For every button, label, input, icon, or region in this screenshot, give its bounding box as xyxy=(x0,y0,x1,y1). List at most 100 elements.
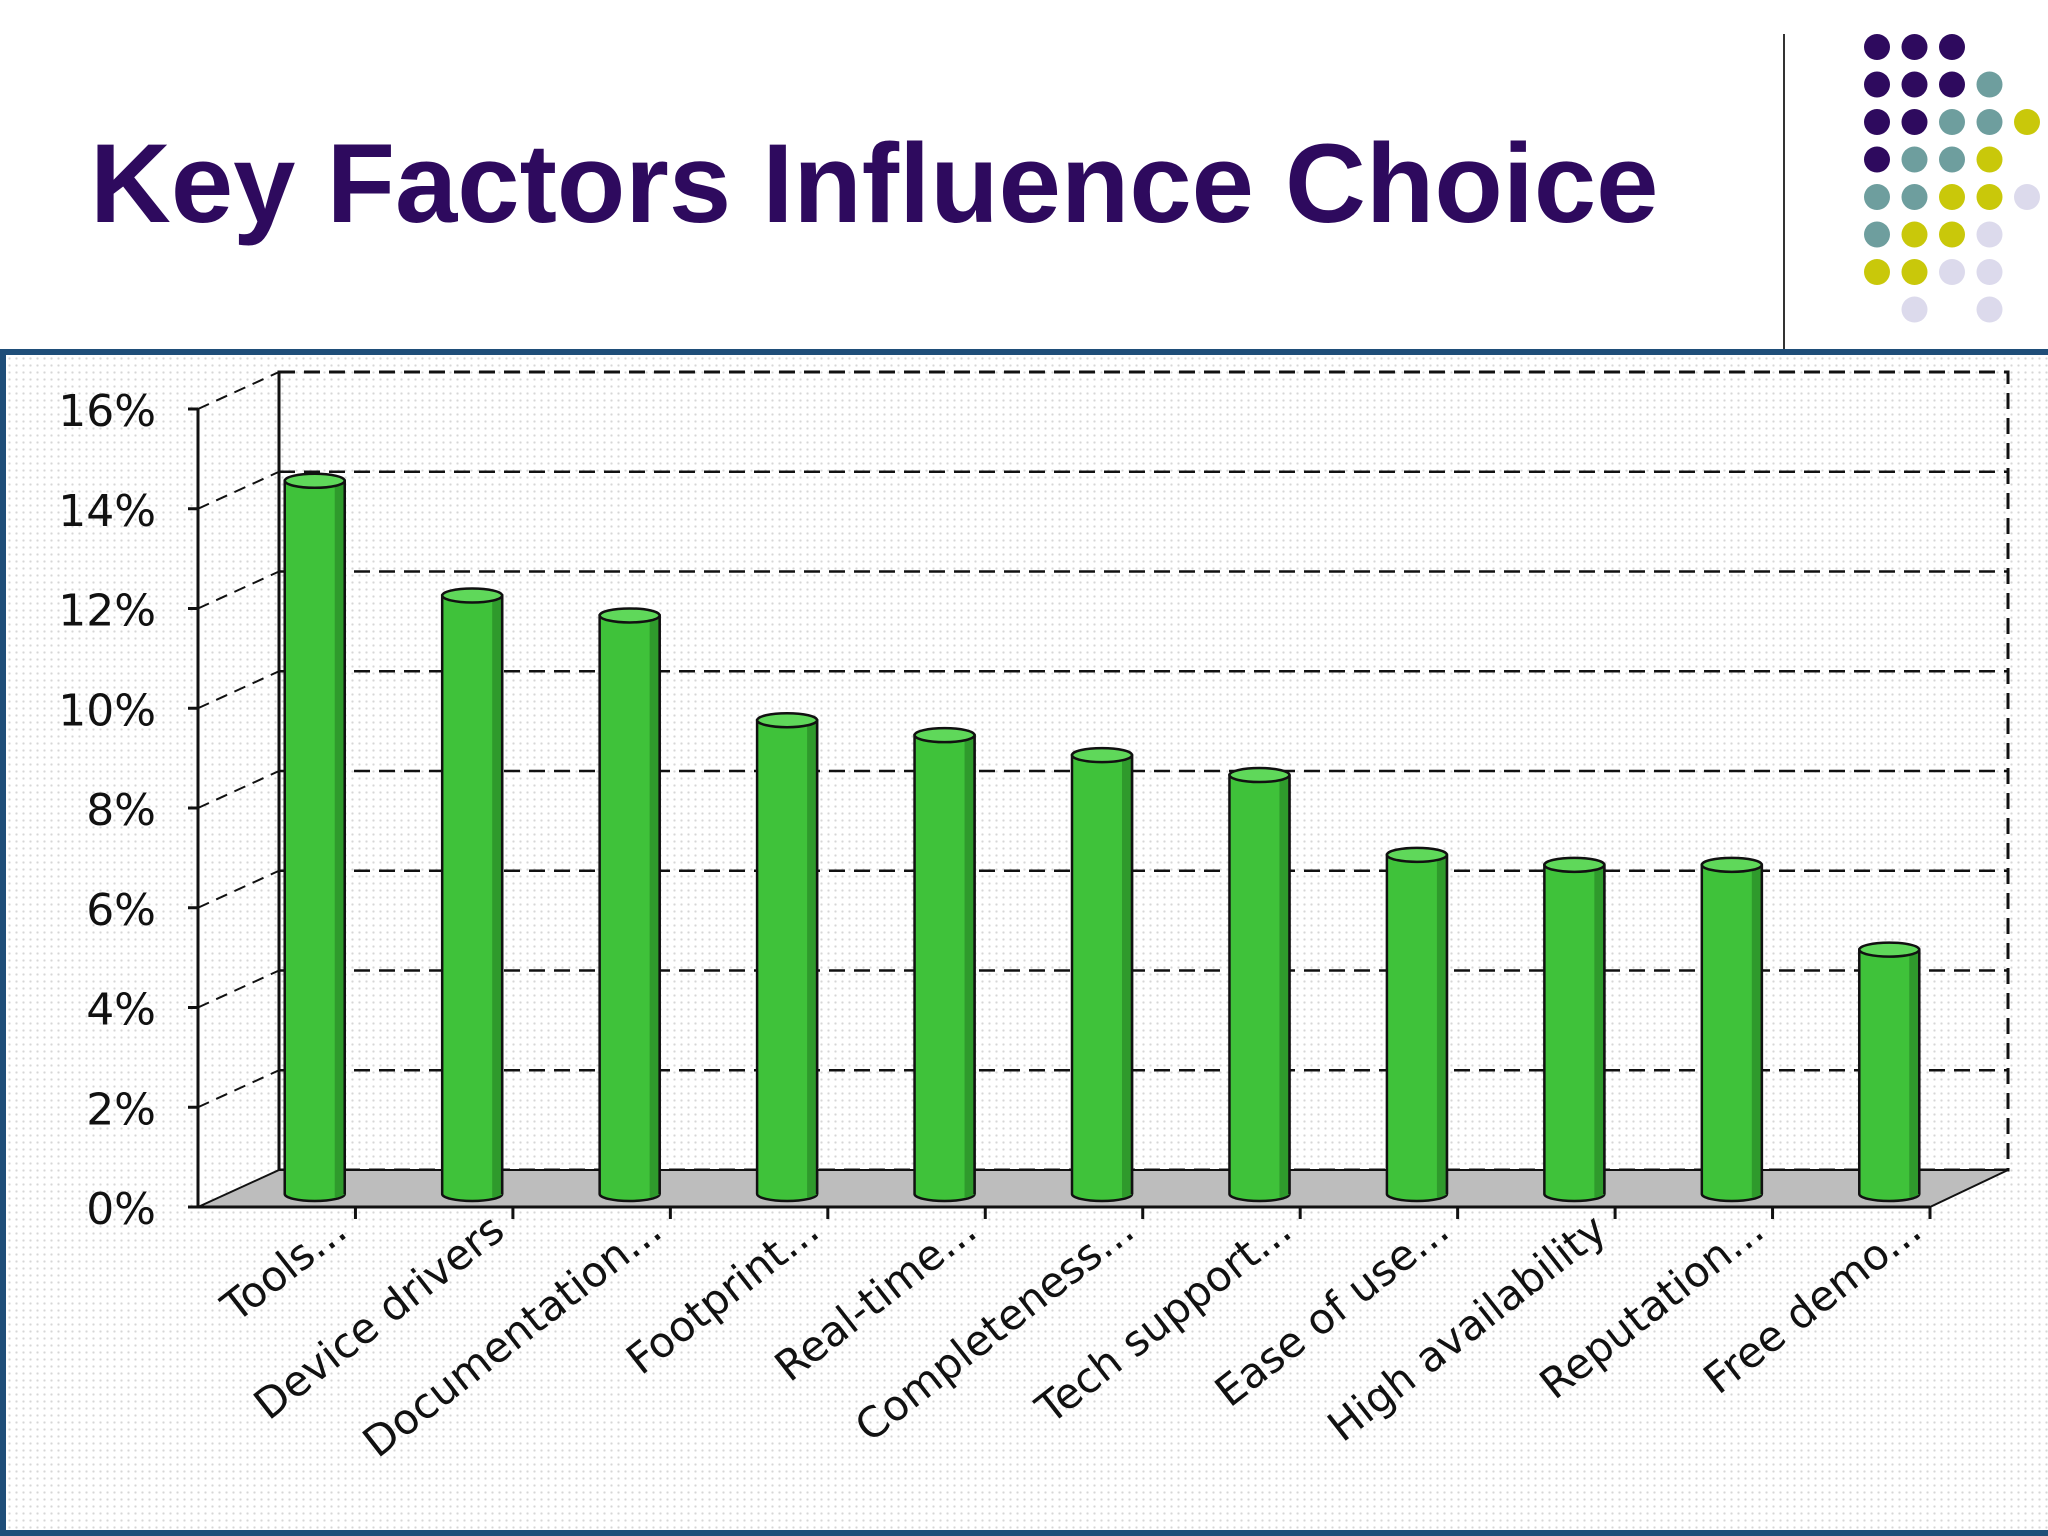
chart-frame: 0% 2% 4% 6% 8% 10% 12% 14% 16% Tools... Device dri… xyxy=(0,349,2048,1536)
y-tick-label: 8% xyxy=(86,785,156,836)
decorative-dot xyxy=(1939,71,1965,98)
bar xyxy=(283,472,346,1203)
bar-top xyxy=(1070,746,1134,764)
bar-body xyxy=(1070,753,1134,1203)
decorative-dot xyxy=(1901,221,1928,248)
decorative-dot xyxy=(1939,146,1965,173)
decorative-dot xyxy=(1976,259,2003,285)
bar-shade xyxy=(1436,854,1447,1198)
decorative-dot xyxy=(1939,259,1965,285)
decorative-dot xyxy=(1976,184,2003,210)
bar-top xyxy=(1385,846,1449,864)
bar-shade xyxy=(492,595,503,1198)
decorative-dot xyxy=(2014,184,2040,210)
bar-body xyxy=(598,614,661,1203)
decorative-dot xyxy=(1864,34,1890,60)
decorative-dot xyxy=(1939,184,1965,210)
bar-top xyxy=(755,711,819,729)
decorative-dot xyxy=(1864,259,1890,285)
y-tick-label: 14% xyxy=(58,486,156,537)
bar-body xyxy=(1700,863,1764,1203)
bar xyxy=(440,587,504,1203)
gridline-side xyxy=(197,371,280,410)
bar-shade xyxy=(1594,864,1605,1198)
decorative-dot xyxy=(1901,259,1928,285)
title-divider xyxy=(1783,34,1785,350)
decorative-dot xyxy=(1901,34,1928,60)
decorative-dot xyxy=(1976,71,2003,98)
bar-top xyxy=(440,587,504,604)
y-tick-label: 4% xyxy=(86,985,156,1036)
bar-body xyxy=(1228,773,1291,1203)
gridline-side xyxy=(197,1069,280,1109)
gridline-side xyxy=(197,670,280,710)
x-tick-label: High availability xyxy=(1319,1204,1616,1451)
bar xyxy=(1700,856,1764,1203)
bar-body xyxy=(283,479,346,1203)
decorative-dot xyxy=(1864,71,1890,98)
bar-shade xyxy=(1122,755,1132,1198)
bar-top xyxy=(1700,856,1764,874)
bar-top xyxy=(598,607,661,624)
gridline-side xyxy=(197,869,280,909)
gridline-side xyxy=(197,770,280,809)
decorative-dot xyxy=(1976,146,2003,173)
bar-top xyxy=(1543,856,1606,874)
x-labels-group: Tools...Device driversDocumentation...Fo… xyxy=(212,1204,1932,1467)
decorative-dot xyxy=(2014,109,2040,135)
y-tick-label: 6% xyxy=(86,885,156,936)
bar-body xyxy=(1543,863,1606,1203)
bar-shade xyxy=(334,480,345,1199)
decorative-dot xyxy=(1901,146,1928,173)
bar-top xyxy=(913,726,976,744)
decorative-dot xyxy=(1976,296,2003,323)
decorative-dot xyxy=(1864,221,1890,248)
bar xyxy=(1228,766,1291,1203)
bars-group xyxy=(283,472,1921,1203)
decorative-dot xyxy=(1939,34,1965,60)
bar-body xyxy=(1858,948,1921,1203)
decorative-dot xyxy=(1976,109,2003,135)
bar-body xyxy=(1385,853,1449,1203)
bar-body xyxy=(755,718,819,1203)
bar-top xyxy=(1228,766,1291,784)
bar xyxy=(598,607,661,1203)
bar-shade xyxy=(1751,864,1762,1198)
x-tick-label: Documentation... xyxy=(354,1204,671,1467)
bar xyxy=(1385,846,1449,1203)
decorative-dot xyxy=(1864,109,1890,135)
bar-shade xyxy=(1279,775,1290,1198)
x-tick-label: Completeness... xyxy=(846,1204,1143,1451)
decorative-dot xyxy=(1939,221,1965,248)
decorative-dot xyxy=(1976,221,2003,248)
y-tick-label: 12% xyxy=(58,586,156,637)
decorative-dot xyxy=(1901,184,1928,210)
gridline-side xyxy=(197,470,280,510)
decorative-dot xyxy=(1901,109,1928,135)
bar-body xyxy=(440,594,504,1203)
gridline-side xyxy=(197,570,280,610)
decorative-dot xyxy=(1901,71,1928,98)
decorative-dot-grid xyxy=(1864,34,2040,323)
bar-top xyxy=(1858,941,1921,958)
bar xyxy=(1070,746,1134,1203)
x-tick-label: Tools... xyxy=(212,1204,356,1332)
bar-shade xyxy=(1909,949,1920,1198)
bar-chart: 0% 2% 4% 6% 8% 10% 12% 14% 16% Tools...Device dri… xyxy=(58,370,2010,1467)
bar-top xyxy=(283,472,346,490)
decorative-dot xyxy=(1901,296,1928,323)
slide-title: Key Factors Influence Choice xyxy=(90,121,1659,246)
decorative-dot xyxy=(1864,184,1890,210)
bar xyxy=(913,726,976,1203)
bar xyxy=(1543,856,1606,1203)
y-tick-label: 2% xyxy=(86,1084,156,1135)
bar xyxy=(1858,941,1921,1203)
gridline-side xyxy=(197,969,280,1009)
y-tick-label: 10% xyxy=(58,685,156,736)
y-tick-label: 16% xyxy=(58,386,156,437)
bar-shade xyxy=(649,615,660,1198)
decorative-dot xyxy=(1939,109,1965,135)
bar-shade xyxy=(964,735,975,1198)
bar-body xyxy=(913,733,976,1203)
y-tick-label: 0% xyxy=(86,1184,156,1235)
